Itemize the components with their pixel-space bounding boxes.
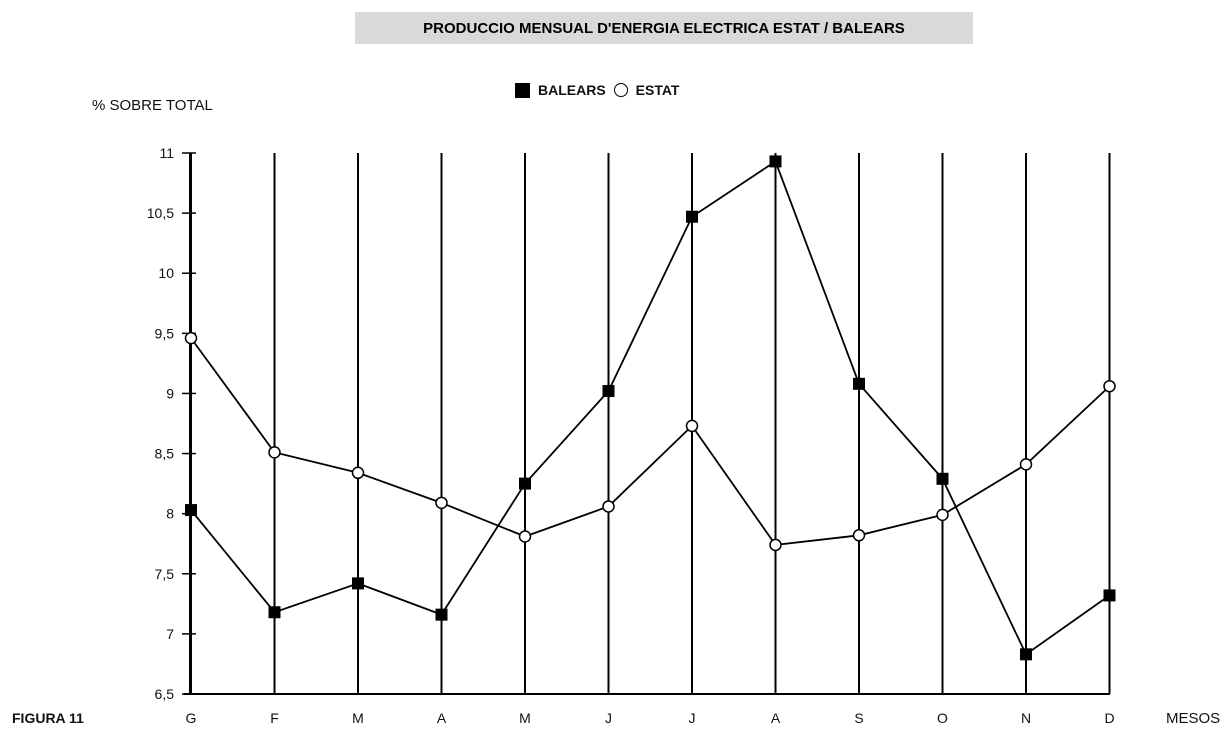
data-point-estat — [1019, 458, 1033, 471]
y-tick-label: 8,5 — [155, 446, 175, 462]
data-point-estat — [852, 529, 866, 542]
data-point-estat — [518, 530, 532, 543]
x-tick-label: G — [186, 710, 197, 726]
data-point-balears — [352, 577, 364, 590]
x-tick-label: D — [1104, 710, 1114, 726]
data-point-estat — [602, 500, 615, 513]
legend-label-balears: BALEARS — [538, 82, 606, 98]
data-point-balears — [936, 472, 949, 485]
y-tick-label: 8 — [166, 506, 174, 522]
data-point-estat — [268, 446, 281, 459]
y-tick-label: 10,5 — [147, 205, 174, 221]
legend-item-estat: ESTAT — [613, 82, 680, 98]
x-tick-label: J — [689, 710, 696, 726]
series-line-estat — [190, 337, 1111, 546]
legend-label-estat: ESTAT — [635, 82, 680, 98]
x-tick-label: N — [1021, 710, 1031, 726]
data-point-balears — [185, 504, 197, 517]
data-point-balears — [435, 608, 448, 621]
data-point-balears — [268, 606, 281, 619]
y-tick-label: 11 — [159, 145, 174, 161]
data-point-estat — [685, 419, 699, 433]
y-tick-label: 7,5 — [155, 566, 175, 582]
data-point-balears — [519, 477, 531, 490]
data-point-estat — [435, 496, 448, 510]
chart-title-band: PRODUCCIO MENSUAL D'ENERGIA ELECTRICA ES… — [355, 12, 973, 44]
open-circle-icon — [613, 83, 628, 97]
y-tick-label: 10 — [158, 265, 174, 281]
data-point-estat — [184, 331, 198, 345]
data-point-estat — [1103, 379, 1116, 393]
y-tick-label: 6,5 — [155, 686, 175, 702]
legend-item-balears: BALEARS — [515, 82, 606, 98]
axis-layer: 6,5 7 7,5 8 8,5 9 9,5 10 10,5 11 G F M A M J J A S O N D — [147, 145, 1115, 726]
data-point-balears — [686, 210, 698, 223]
filled-square-icon — [515, 82, 530, 98]
data-point-balears — [853, 377, 865, 390]
x-axis-label: MESOS — [1166, 710, 1221, 727]
x-tick-label: J — [605, 710, 612, 726]
data-point-estat — [936, 508, 949, 522]
series-line-balears — [190, 160, 1111, 656]
legend: BALEARS ESTAT — [515, 78, 679, 102]
x-tick-label: O — [937, 710, 948, 726]
data-point-estat — [351, 466, 365, 480]
data-point-balears — [769, 155, 782, 168]
x-tick-label: A — [437, 710, 447, 726]
x-tick-label: F — [270, 710, 279, 726]
y-tick-label: 9 — [166, 385, 174, 401]
grid-layer — [190, 153, 1111, 694]
x-tick-label: S — [854, 710, 863, 726]
y-axis-label: % SOBRE TOTAL — [92, 97, 213, 114]
x-tick-label: A — [771, 710, 781, 726]
y-tick-label: 9,5 — [155, 325, 175, 341]
series-layer — [184, 155, 1116, 661]
data-point-balears — [602, 385, 615, 398]
data-point-balears — [1103, 589, 1116, 602]
chart-title: PRODUCCIO MENSUAL D'ENERGIA ELECTRICA ES… — [423, 19, 905, 37]
data-point-estat — [769, 538, 782, 552]
figure-label: FIGURA 11 — [12, 710, 84, 726]
x-tick-label: M — [519, 710, 531, 726]
y-tick-label: 7 — [166, 626, 174, 642]
data-point-balears — [1020, 648, 1032, 661]
x-tick-label: M — [352, 710, 364, 726]
